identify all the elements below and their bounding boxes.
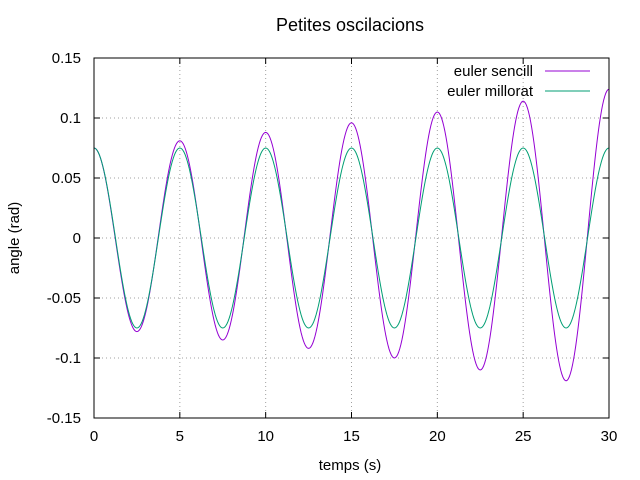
series-layer	[93, 88, 610, 382]
axis-ticks: 0 5 10 15 20 25 30 -0.15 -0.1 -0.05 0 0.05 0.1 0.15	[47, 50, 618, 445]
x-tick-label: 25	[515, 428, 532, 445]
x-axis-label: temps (s)	[319, 457, 382, 474]
x-tick-label: 20	[429, 428, 446, 445]
series-line-2	[93, 147, 610, 329]
y-axis-label: angle (rad)	[6, 202, 23, 275]
x-tick-label: 0	[90, 428, 98, 445]
x-tick-label: 15	[343, 428, 360, 445]
y-tick-label: -0.15	[47, 410, 81, 427]
y-tick-label: 0.1	[60, 110, 81, 127]
y-tick-label: 0.15	[52, 50, 81, 67]
y-tick-label: 0.05	[52, 170, 81, 187]
y-tick-label: -0.1	[55, 350, 81, 367]
x-tick-label: 10	[257, 428, 274, 445]
grid	[94, 58, 609, 418]
legend: euler sencill euler millorat	[447, 63, 590, 100]
y-tick-label: -0.05	[47, 290, 81, 307]
series-line-1	[93, 88, 610, 382]
x-tick-label: 5	[176, 428, 184, 445]
legend-label: euler millorat	[447, 83, 534, 100]
legend-label: euler sencill	[454, 63, 533, 80]
chart-title: Petites oscilacions	[276, 15, 424, 35]
x-tick-label: 30	[601, 428, 618, 445]
y-tick-label: 0	[73, 230, 81, 247]
